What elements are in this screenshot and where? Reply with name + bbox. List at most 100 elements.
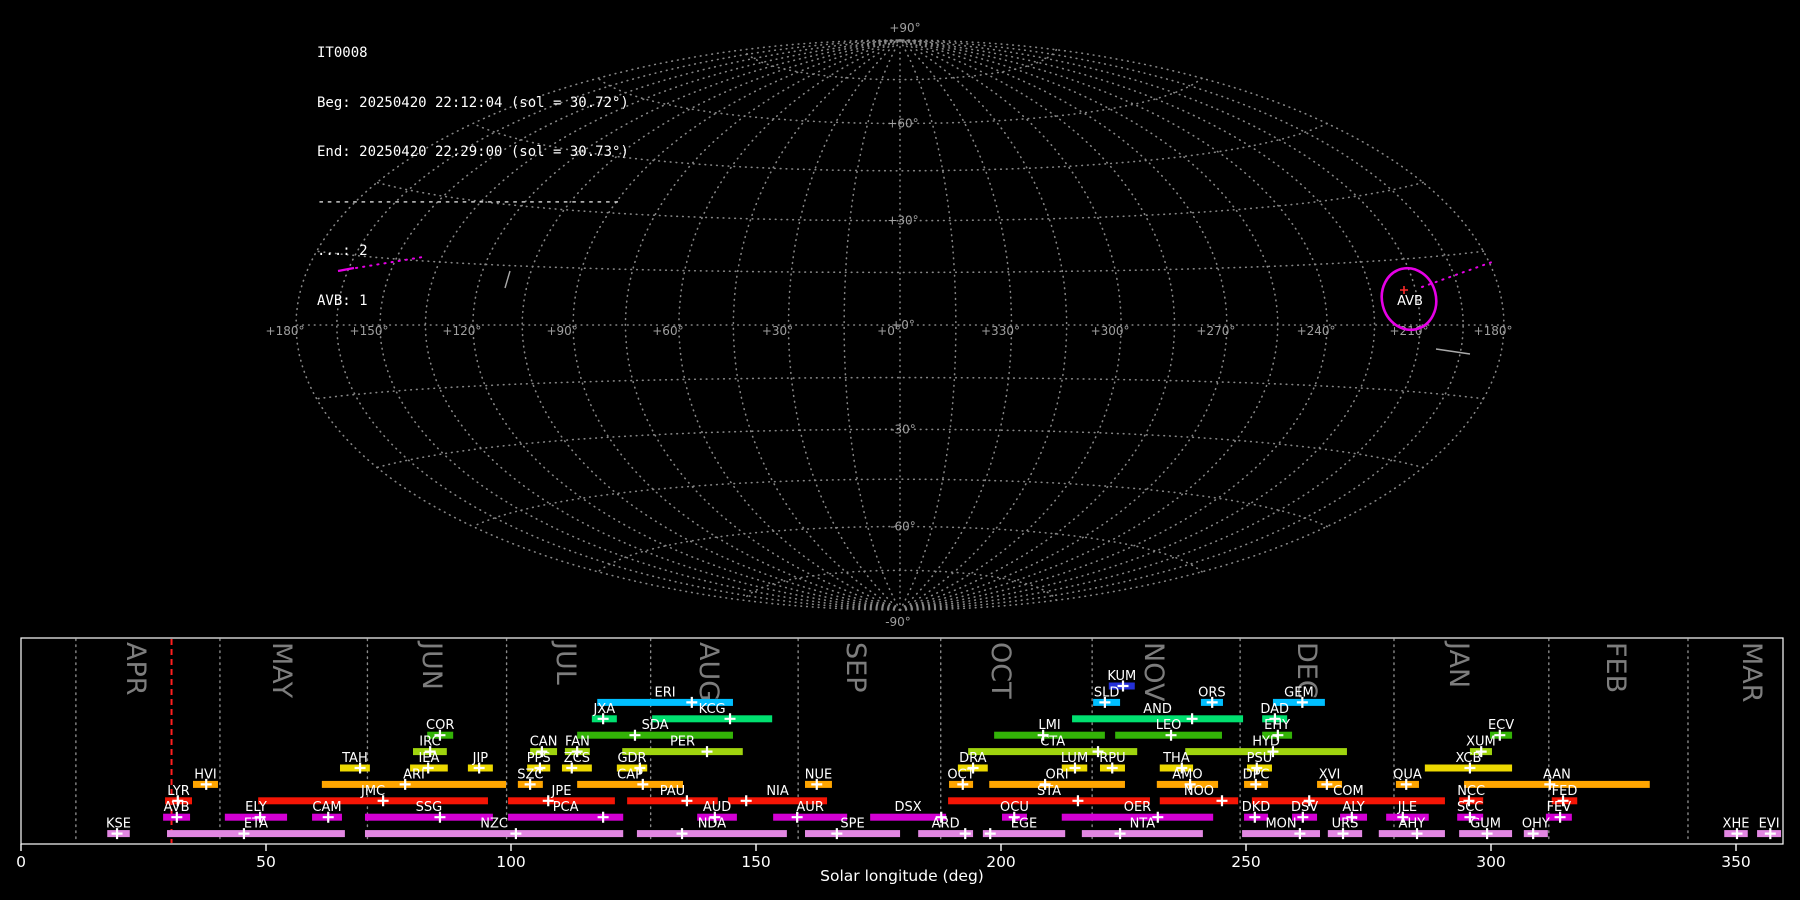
peak-marker (1037, 729, 1049, 741)
shower-bar (1464, 780, 1650, 788)
count-unknown: ...: 2 (317, 243, 368, 259)
row-yellow-green: IRC CAN FAN PER CTA HYD XUM (413, 735, 1496, 758)
shower-SDA: SDA (577, 718, 733, 741)
shower-code-label: PSU (1247, 751, 1273, 766)
peak-marker (967, 762, 979, 774)
map-grid-labels: +90° -90° +60° +30° +0° -30° -60° +180° +150° +12… (266, 21, 1513, 629)
shower-bar (994, 731, 1105, 739)
peak-marker (811, 778, 823, 790)
shower-NTA: NTA (1081, 817, 1203, 840)
shower-URS: URS (1327, 817, 1363, 840)
grid-line (899, 39, 1328, 611)
peak-marker (1337, 828, 1349, 840)
shower-code-label: ORS (1198, 685, 1226, 700)
shower-LEO: LEO (1115, 718, 1222, 741)
peak-marker (701, 746, 713, 758)
shower-code-label: IRC (419, 735, 440, 750)
shower-code-label: SLD (1094, 685, 1120, 700)
shower-PSU: PSU (1247, 751, 1273, 774)
shower-XCB: XCB (1424, 751, 1513, 774)
shower-ORS: ORS (1198, 685, 1226, 708)
shower-code-label: NDA (698, 817, 727, 832)
peak-marker (1400, 778, 1412, 790)
shower-bar (508, 813, 624, 821)
shower-code-label: DAD (1260, 702, 1289, 717)
peak-marker (111, 828, 123, 840)
axis-tick-label: 300 (1476, 853, 1506, 871)
shower-code-label: PPS (527, 751, 551, 766)
shower-bar (577, 731, 733, 739)
shower-code-label: DSV (1291, 800, 1318, 815)
grid-line (899, 39, 1421, 611)
shower-DRA: DRA (957, 751, 988, 774)
grid-line (376, 428, 1424, 469)
month-label-nov: NOV (1138, 642, 1169, 702)
shower-QUA: QUA (1393, 767, 1422, 790)
peak-marker (238, 828, 250, 840)
timeline-frame (20, 637, 1784, 845)
shower-PER: PER (622, 735, 743, 758)
shower-DKD: DKD (1242, 800, 1271, 823)
peak-marker (536, 746, 548, 758)
peak-marker (1106, 762, 1118, 774)
shower-OCU: OCU (1000, 800, 1029, 823)
map-features: AVB (337, 256, 1493, 355)
separator: ------------------------------------ (317, 193, 621, 210)
peak-marker (566, 762, 578, 774)
peak-marker (1397, 811, 1409, 823)
grid-line (521, 39, 901, 611)
shower-AHY: AHY (1378, 817, 1445, 840)
shower-CAM: CAM (312, 800, 342, 823)
shower-FAN: FAN (564, 735, 590, 758)
shower-bar (622, 748, 743, 756)
shower-MON: MON (1242, 817, 1320, 840)
peak-marker (510, 828, 522, 840)
longitude-label: +0° (877, 324, 901, 338)
grid-line (376, 181, 1424, 222)
shower-OCT: OCT (947, 767, 975, 790)
shower-bar (258, 797, 488, 805)
shower-bar (870, 813, 947, 821)
shower-GDR: GDR (616, 751, 648, 774)
peak-marker (399, 778, 411, 790)
shower-code-label: NOO (1184, 784, 1214, 799)
shower-code-label: AUD (703, 800, 731, 815)
month-label-mar: MAR (1736, 642, 1767, 703)
grid-line (424, 39, 901, 611)
shower-bar (364, 830, 624, 838)
peak-marker (1544, 778, 1556, 790)
peak-marker (629, 729, 641, 741)
shower-code-label: SZC (517, 767, 543, 782)
shower-bar (636, 830, 787, 838)
grid-line (295, 39, 901, 611)
peak-marker (1267, 746, 1279, 758)
peak-marker (1554, 811, 1566, 823)
shower-code-label: NIA (766, 784, 789, 799)
shower-bar (918, 830, 974, 838)
shower-AUD: AUD (697, 800, 737, 823)
shower-code-label: LMI (1038, 718, 1060, 733)
shower-FED: FED (1552, 784, 1577, 807)
grid-line (899, 39, 1465, 611)
shower-HYD: HYD (1185, 735, 1347, 758)
axis-tick-label: 200 (986, 853, 1016, 871)
shower-ALY: ALY (1340, 800, 1368, 823)
shower-JXA: JXA (591, 702, 617, 725)
shower-EVI: EVI (1757, 817, 1782, 840)
shower-code-label: DKD (1242, 800, 1271, 815)
shower-THA: THA (1159, 751, 1194, 774)
shower-code-label: ARD (932, 817, 960, 832)
shower-code-label: PAU (660, 784, 685, 799)
x-axis-title: Solar longitude (deg) (820, 867, 984, 885)
shower-code-label: OCT (947, 767, 974, 782)
shower-code-label: ETA (244, 817, 268, 832)
shower-code-label: STA (1037, 784, 1061, 799)
meteor-trail-magenta (337, 266, 355, 273)
shower-code-label: SCC (1457, 800, 1483, 815)
shower-code-label: AAN (1543, 767, 1571, 782)
row-violet: KSE ETA NZC NDA SPE ARD EGE NTA MON URS AHY GUM OHY X… (106, 817, 1782, 840)
peak-marker (935, 811, 947, 823)
projection-grid (295, 39, 1505, 611)
shower-XUM: XUM (1466, 735, 1496, 758)
